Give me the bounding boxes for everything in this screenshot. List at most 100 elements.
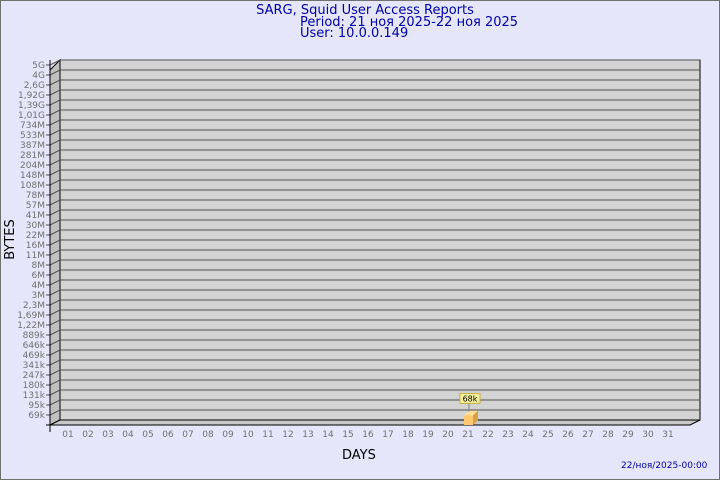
x-tick-label: 05 (142, 430, 153, 440)
x-tick-label: 08 (202, 430, 214, 440)
y-tick-label: 6M (32, 271, 46, 281)
x-tick-label: 25 (542, 430, 553, 440)
x-tick-label: 16 (362, 430, 374, 440)
x-tick-label: 01 (62, 430, 73, 440)
gridline (46, 299, 700, 306)
x-tick-label: 21 (462, 430, 473, 440)
y-tick-label: 1,01G (18, 111, 45, 121)
gridline (46, 409, 700, 416)
x-tick-label: 11 (262, 430, 273, 440)
x-tick-label: 03 (102, 430, 113, 440)
gridline (46, 159, 700, 166)
gridline (46, 279, 700, 286)
x-tick-label: 02 (82, 430, 93, 440)
gridline (46, 399, 700, 406)
bar (464, 415, 473, 425)
y-tick-label: 734M (20, 121, 45, 131)
gridline (46, 349, 700, 356)
y-tick-label: 1,22M (17, 321, 45, 331)
y-tick-label: 889k (23, 331, 46, 341)
gridline (46, 389, 700, 396)
bar-top (464, 410, 478, 416)
y-tick-label: 22M (26, 231, 45, 241)
y-tick-label: 387M (20, 141, 45, 151)
x-tick-label: 19 (422, 430, 434, 440)
gridline (46, 379, 700, 386)
x-tick-label: 06 (162, 430, 174, 440)
x-tick-label: 27 (582, 430, 593, 440)
y-tick-label: 69k (28, 411, 45, 421)
gridline (46, 99, 700, 106)
y-tick-label: 2,3M (23, 301, 45, 311)
y-tick-label: 3M (32, 291, 46, 301)
x-tick-label: 23 (502, 430, 513, 440)
y-tick-label: 204M (20, 161, 45, 171)
x-tick-label: 10 (242, 430, 254, 440)
gridline (46, 369, 700, 376)
gridline (46, 289, 700, 296)
y-tick-label: 5G (32, 61, 45, 71)
gridline (46, 129, 700, 136)
y-tick-label: 281M (20, 151, 45, 161)
gridline (46, 149, 700, 156)
gridline (46, 89, 700, 96)
gridline (46, 199, 700, 206)
y-tick-label: 646k (23, 341, 46, 351)
gridline (46, 239, 700, 246)
gridline (46, 339, 700, 346)
gridline (46, 179, 700, 186)
x-tick-label: 17 (382, 430, 393, 440)
y-tick-label: 4G (32, 71, 45, 81)
y-tick-label: 1,69M (17, 311, 45, 321)
bar-data-label: 68k (463, 394, 478, 403)
chart-subtitle-user: User: 10.0.0.149 (300, 26, 409, 41)
y-tick-label: 131k (23, 391, 46, 401)
y-tick-label: 11M (26, 251, 45, 261)
gridline (46, 109, 700, 116)
x-tick-label: 24 (522, 430, 534, 440)
gridline (46, 269, 700, 276)
x-tick-label: 31 (662, 430, 673, 440)
bar-side (473, 410, 478, 425)
y-tick-label: 30M (26, 221, 45, 231)
x-axis-label: DAYS (342, 448, 376, 463)
y-tick-label: 341k (23, 361, 46, 371)
y-tick-label: 533M (20, 131, 45, 141)
gridline (46, 189, 700, 196)
footer-timestamp: 22/ноя/2025-00:00 (621, 461, 708, 471)
y-tick-label: 8M (32, 261, 46, 271)
gridline (46, 329, 700, 336)
gridline (46, 119, 700, 126)
y-tick-label: 2,6G (24, 81, 45, 91)
chart-title: SARG, Squid User Access Reports (256, 3, 474, 18)
x-tick-label: 28 (602, 430, 614, 440)
x-tick-label: 30 (642, 430, 654, 440)
y-tick-label: 1,39G (18, 101, 45, 111)
x-tick-label: 22 (482, 430, 493, 440)
x-tick-label: 13 (302, 430, 313, 440)
y-tick-label: 247k (23, 371, 46, 381)
y-tick-label: 57M (26, 201, 45, 211)
y-tick-label: 180k (23, 381, 46, 391)
gridline (46, 169, 700, 176)
gridline (46, 309, 700, 316)
x-tick-label: 07 (182, 430, 193, 440)
y-tick-label: 78M (26, 191, 45, 201)
gridline (46, 319, 700, 326)
x-tick-label: 14 (322, 430, 334, 440)
x-tick-label: 15 (342, 430, 353, 440)
gridline (46, 259, 700, 266)
x-tick-label: 09 (222, 430, 234, 440)
floor (49, 419, 701, 426)
x-tick-label: 20 (442, 430, 454, 440)
y-tick-label: 1,92G (18, 91, 45, 101)
y-tick-label: 108M (20, 181, 45, 191)
gridline (46, 59, 700, 66)
gridline (46, 69, 700, 76)
gridline (46, 209, 700, 216)
x-tick-label: 12 (282, 430, 293, 440)
y-tick-label: 95k (28, 401, 45, 411)
gridline (46, 79, 700, 86)
bar-label-box (459, 392, 481, 404)
